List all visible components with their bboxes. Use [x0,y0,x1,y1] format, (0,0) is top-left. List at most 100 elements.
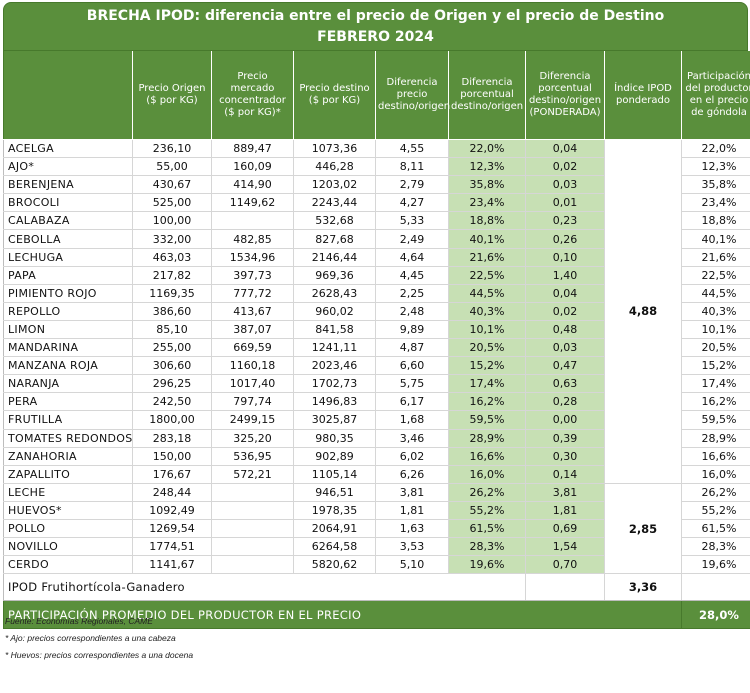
participacion-cell: 16,6% [681,447,750,466]
precio-mercado-cell [211,537,294,557]
precio-mercado-cell: 482,85 [211,229,294,249]
precio-mercado-cell: 160,09 [211,157,294,177]
diferencia-porcentual-cell: 22,0% [448,139,526,159]
table-row: MANZANA ROJA 306,60 1160,18 2023,46 6,60 15,2… [3,356,750,376]
precio-mercado-cell: 414,90 [211,175,294,195]
precio-mercado-cell: 1017,40 [211,374,294,394]
precio-origen-cell: 332,00 [132,229,212,249]
product-name: PIMIENTO ROJO [3,284,133,303]
diferencia-cell: 2,48 [375,302,449,321]
precio-destino-cell: 532,68 [293,211,376,231]
participacion-cell: 18,8% [681,211,750,231]
header-diferencia: Diferencia precio destino/origen [375,51,450,140]
product-name: MANDARINA [3,338,133,358]
precio-mercado-cell: 797,74 [211,392,294,412]
product-name: LIMON [3,320,133,340]
precio-origen-cell: 1774,51 [132,537,212,557]
precio-mercado-cell: 413,67 [211,302,294,321]
table-row: CEBOLLA 332,00 482,85 827,68 2,49 40,1% 0,26 40… [3,229,750,249]
diferencia-porcentual-cell: 20,5% [448,338,526,358]
product-name: BROCOLI [3,193,133,213]
product-name: PAPA [3,266,133,285]
footnotes: Fuente: Economías Regionales, CAME * Ajo… [5,616,193,667]
diferencia-cell: 2,79 [375,175,449,195]
precio-destino-cell: 841,58 [293,320,376,340]
precio-destino-cell: 980,35 [293,429,376,448]
diferencia-cell: 6,17 [375,392,449,412]
diferencia-cell: 1,68 [375,410,449,430]
total-label: IPOD Frutihortícola-Ganadero [3,573,526,602]
diferencia-ponderada-cell: 0,26 [525,229,605,249]
product-name: ZANAHORIA [3,447,133,466]
product-name: ZAPALLITO [3,465,133,484]
participacion-cell: 22,0% [681,139,750,159]
product-name: NARANJA [3,374,133,394]
precio-destino-cell: 2064,91 [293,519,376,539]
precio-destino-cell: 1496,83 [293,392,376,412]
diferencia-porcentual-cell: 21,6% [448,248,526,267]
precio-destino-cell: 1241,11 [293,338,376,358]
header-precio-destino: Precio destino ($ por KG) [293,51,376,140]
diferencia-ponderada-cell: 0,70 [525,555,605,575]
product-name: TOMATES REDONDOS [3,429,133,448]
product-name: LECHUGA [3,248,133,267]
diferencia-porcentual-cell: 12,3% [448,157,526,177]
table-row: PAPA 217,82 397,73 969,36 4,45 22,5% 1,40 22,5% [3,266,750,285]
participacion-cell: 10,1% [681,320,750,340]
precio-mercado-cell: 1160,18 [211,356,294,376]
participacion-cell: 15,2% [681,356,750,376]
ipod-table: Precio Origen ($ por KG) Precio mercado … [3,51,750,630]
precio-destino-cell: 1203,02 [293,175,376,195]
precio-mercado-cell [211,482,294,502]
diferencia-cell: 4,45 [375,266,449,285]
precio-mercado-cell: 325,20 [211,429,294,448]
precio-origen-cell: 525,00 [132,193,212,213]
diferencia-porcentual-cell: 15,2% [448,356,526,376]
table-row: AJO* 55,00 160,09 446,28 8,11 12,3% 0,02 12,3% [3,157,750,177]
table-row: FRUTILLA 1800,00 2499,15 3025,87 1,68 59,5% 0,… [3,410,750,430]
participacion-cell: 17,4% [681,374,750,394]
diferencia-ponderada-cell: 0,14 [525,465,605,484]
precio-mercado-cell: 889,47 [211,139,294,159]
diferencia-porcentual-cell: 59,5% [448,410,526,430]
diferencia-cell: 5,10 [375,555,449,575]
participacion-cell: 20,5% [681,338,750,358]
product-name: FRUTILLA [3,410,133,430]
footnote-ajo: * Ajo: precios correspondientes a una ca… [5,633,176,643]
header-precio-origen: Precio Origen ($ por KG) [132,51,212,140]
diferencia-ponderada-cell: 0,03 [525,338,605,358]
diferencia-porcentual-cell: 28,9% [448,429,526,448]
product-name: POLLO [3,519,133,539]
precio-destino-cell: 1702,73 [293,374,376,394]
participacion-cell: 55,2% [681,501,750,520]
diferencia-ponderada-cell: 0,47 [525,356,605,376]
header-diferencia-ponderada: Diferencia porcentual destino/origen (PO… [525,51,605,140]
diferencia-porcentual-cell: 22,5% [448,266,526,285]
precio-origen-cell: 463,03 [132,248,212,267]
header-precio-mercado: Precio mercado concentrador ($ por KG)* [211,51,294,140]
diferencia-cell: 3,46 [375,429,449,448]
participacion-cell: 59,5% [681,410,750,430]
table-row: TOMATES REDONDOS 283,18 325,20 980,35 3,46 28… [3,429,750,448]
table-row: BERENJENA 430,67 414,90 1203,02 2,79 35,8% 0,0… [3,175,750,195]
table-row: POLLO 1269,54 2064,91 1,63 61,5% 0,69 61,5% [3,519,750,539]
table-row: LECHUGA 463,03 1534,96 2146,44 4,64 21,6% 0,10… [3,248,750,267]
table-row: LECHE 248,44 946,51 3,81 26,2% 3,81 2,85 26,2% [3,482,750,575]
indice-ipod-group-1: 4,88 [604,139,682,484]
diferencia-porcentual-cell: 16,0% [448,465,526,484]
participacion-cell: 22,5% [681,266,750,285]
table-row: HUEVOS* 1092,49 1978,35 1,81 55,2% 1,81 55,2% [3,501,750,520]
precio-mercado-cell [211,501,294,520]
precio-mercado-cell [211,211,294,231]
precio-origen-cell: 430,67 [132,175,212,195]
product-name: NOVILLO [3,537,133,557]
promedio-label: PARTICIPACIÓN PROMEDIO DEL PRODUCTOR EN … [3,600,682,630]
precio-destino-cell: 6264,58 [293,537,376,557]
diferencia-cell: 1,63 [375,519,449,539]
table-row: NARANJA 296,25 1017,40 1702,73 5,75 17,4% 0,63… [3,374,750,394]
precio-origen-cell: 100,00 [132,211,212,231]
precio-destino-cell: 3025,87 [293,410,376,430]
product-name: LECHE [3,482,133,502]
diferencia-cell: 5,75 [375,374,449,394]
table-row: MANDARINA 255,00 669,59 1241,11 4,87 20,5% 0,0… [3,338,750,358]
